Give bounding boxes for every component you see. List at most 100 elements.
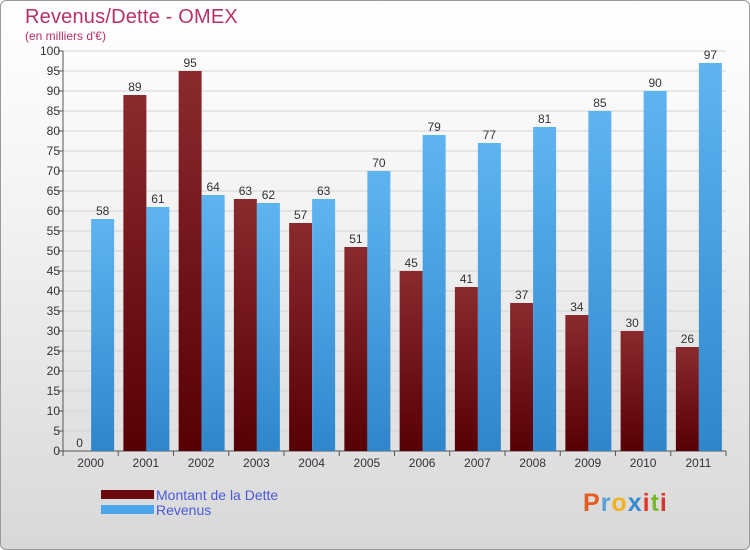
x-tick-label: 2004 [298,456,325,470]
bar-debt [675,347,699,451]
y-tick-labels: 0 5 10 15 20 25 30 35 40 45 50 55 60 65 70 75 80 85 90 95 10… [40,44,60,458]
logo-letter: i [642,489,651,517]
legend-swatch-revenus [101,505,154,514]
data-labels: 0 58 89 61 95 64 63 62 57 63 51 70 45 79 41 77 37 81 34 85 3… [76,48,717,450]
bar-debt [565,315,589,451]
bar-revenus [698,63,722,451]
data-label: 61 [151,192,165,206]
proxiti-logo: Proxiti [583,489,668,518]
data-label: 58 [96,204,110,218]
logo-letter: o [611,489,628,517]
data-label: 0 [76,436,83,450]
x-tick-label: 2007 [464,456,491,470]
bar-debt [289,223,313,451]
y-tick-label: 15 [47,384,61,398]
x-tick-label: 2001 [133,456,160,470]
data-label: 41 [460,272,474,286]
y-tick-label: 55 [47,224,61,238]
bar-revenus [201,195,225,451]
data-label: 79 [427,120,441,134]
x-tick-label: 2003 [243,456,270,470]
logo-letter: r [600,489,612,517]
y-tick-label: 95 [47,64,61,78]
data-label: 70 [372,156,386,170]
data-label: 30 [625,316,639,330]
legend-item-revenus: Revenus [101,501,278,518]
x-tick-label: 2008 [519,456,546,470]
legend-swatch-debt [101,490,154,499]
data-label: 77 [483,128,497,142]
y-tick-label: 60 [47,204,61,218]
y-tick-label: 70 [47,164,61,178]
data-label: 81 [538,112,552,126]
data-label: 26 [681,332,695,346]
data-label: 89 [128,80,142,94]
bar-debt [510,303,534,451]
data-label: 95 [183,56,197,70]
bar-debt [344,247,368,451]
legend-item-debt: Montant de la Dette [101,486,279,503]
logo-letter: i [659,489,668,517]
bar-revenus [367,171,391,451]
bar-debt [399,271,423,451]
y-tick-label: 40 [47,284,61,298]
data-label: 51 [349,232,363,246]
data-label: 37 [515,288,529,302]
data-label: 64 [206,180,220,194]
y-tick-label: 50 [47,244,61,258]
data-label: 63 [317,184,331,198]
x-tick-labels: 2000 2001 2002 2003 2004 2005 2006 2007 2008 2009… [77,456,711,470]
bar-revenus [256,203,280,451]
y-tick-label: 85 [47,104,61,118]
grid-lines [63,50,726,452]
data-label: 45 [404,256,418,270]
y-tick-label: 100 [40,44,60,58]
bar-debt [233,199,257,451]
y-tick-label: 75 [47,144,61,158]
data-label: 85 [593,96,607,110]
data-label: 57 [294,208,308,222]
bar-revenus [91,219,115,451]
y-tick-label: 5 [53,424,60,438]
y-tick-label: 20 [47,364,61,378]
legend-label-debt: Montant de la Dette [156,486,279,503]
bar-debt [620,331,644,451]
y-tick-label: 45 [47,264,61,278]
data-label: 34 [570,300,584,314]
bar-debt [123,95,147,451]
logo-letter: x [627,489,643,517]
data-label: 90 [648,76,662,90]
bar-revenus [643,91,667,451]
bars [91,63,722,451]
data-label: 63 [239,184,253,198]
bar-debt [454,287,478,451]
bar-revenus [588,111,612,451]
data-label: 97 [704,48,718,62]
y-tick-label: 35 [47,304,61,318]
x-tick-label: 2002 [188,456,215,470]
x-tick-label: 2006 [409,456,436,470]
y-tick-label: 25 [47,344,61,358]
bar-debt [178,71,202,451]
logo-letter: P [583,489,601,517]
bar-revenus [146,207,170,451]
legend: Montant de la Dette Revenus [101,486,279,518]
bar-revenus [477,143,501,451]
x-tick-label: 2005 [354,456,381,470]
x-tick-label: 2000 [77,456,104,470]
legend-label-revenus: Revenus [156,501,212,518]
bar-revenus [422,135,446,451]
y-tick-label: 90 [47,84,61,98]
y-tick-label: 30 [47,324,61,338]
y-tick-label: 0 [53,444,60,458]
chart-subtitle: (en milliers d'€) [25,29,106,43]
bar-revenus [312,199,336,451]
y-tick-label: 80 [47,124,61,138]
x-tick-label: 2010 [630,456,657,470]
chart-title: Revenus/Dette - OMEX [25,6,238,28]
x-tick-label: 2011 [685,456,711,470]
y-tick-label: 65 [47,184,61,198]
bar-revenus [533,127,557,451]
